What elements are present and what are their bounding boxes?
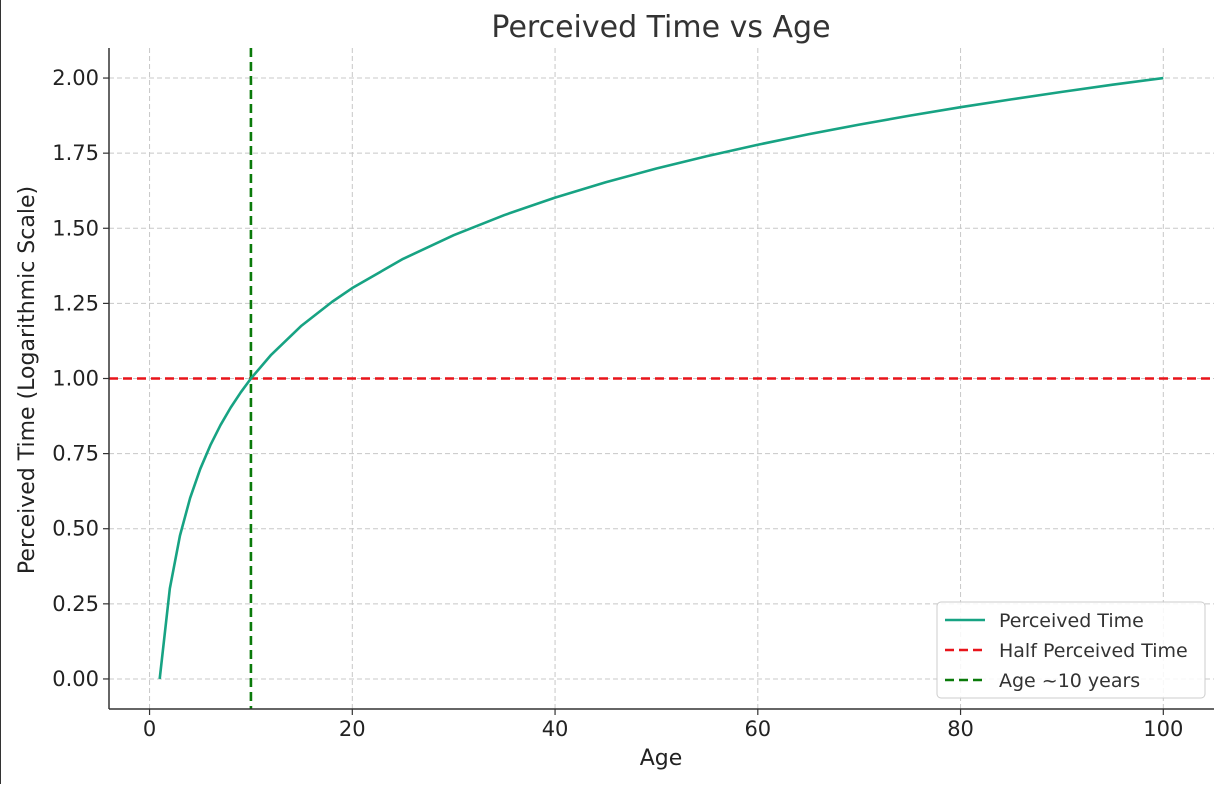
y-tick-label: 0.25: [52, 592, 99, 616]
y-tick-label: 2.00: [52, 66, 99, 90]
y-tick-label: 1.25: [52, 291, 99, 315]
y-tick-label: 1.75: [52, 141, 99, 165]
x-tick-label: 20: [339, 717, 366, 741]
x-tick-label: 60: [744, 717, 771, 741]
x-tick-label: 100: [1143, 717, 1183, 741]
legend-label: Age ~10 years: [999, 670, 1140, 692]
perceived-time-series-line: [158, 76, 1164, 680]
chart-title: Perceived Time vs Age: [491, 10, 830, 45]
tick-labels: 0 20 40 60 80 100 0.00 0.25 0.50 0.75 1.00 1.25 1.50…: [52, 66, 1183, 741]
y-tick-label: 0.75: [52, 442, 99, 466]
y-axis-label: Perceived Time (Logarithmic Scale): [15, 186, 40, 574]
x-tick-label: 40: [542, 717, 569, 741]
x-axis-label: Age: [640, 746, 683, 771]
y-tick-label: 0.50: [52, 517, 99, 541]
legend: Perceived Time Half Perceived Time Age ~10…: [936, 601, 1206, 699]
y-tick-label: 1.50: [52, 216, 99, 240]
axes: [103, 48, 1214, 715]
legend-label: Perceived Time: [999, 610, 1144, 632]
legend-box: [936, 601, 1206, 699]
legend-label: Half Perceived Time: [999, 640, 1188, 662]
series-lines: [158, 76, 1164, 680]
y-tick-label: 1.00: [52, 367, 99, 391]
x-tick-label: 0: [143, 717, 156, 741]
x-tick-label: 80: [947, 717, 974, 741]
y-tick-label: 0.00: [52, 667, 99, 691]
